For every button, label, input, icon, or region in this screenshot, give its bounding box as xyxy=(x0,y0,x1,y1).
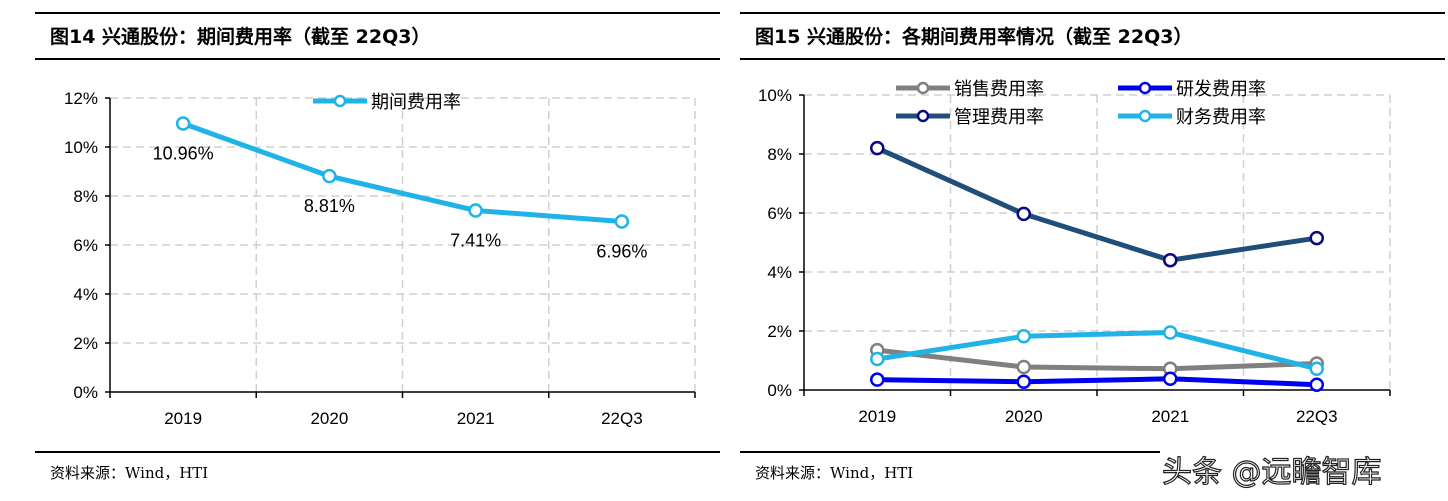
source-note: 资料来源：Wind，HTI xyxy=(50,464,209,482)
data-point xyxy=(870,351,885,367)
footer-rule xyxy=(740,451,1160,453)
series-line xyxy=(877,376,1317,388)
y-tick-label: 2% xyxy=(73,334,98,353)
x-tick-label: 22Q3 xyxy=(1296,407,1338,426)
legend-label: 研发费用率 xyxy=(1176,79,1266,100)
y-tick-label: 0% xyxy=(73,383,98,402)
right-panel: 图15 兴通股份：各期间费用率情况（截至 22Q3） 资料来源：Wind，HTI xyxy=(730,0,1445,501)
data-point xyxy=(1309,377,1324,392)
legend-label: 销售费用率 xyxy=(954,79,1044,100)
title-top-rule xyxy=(35,12,720,14)
x-tick-label: 2020 xyxy=(1005,407,1043,426)
legend-label: 期间费用率 xyxy=(371,92,461,113)
title-top-rule xyxy=(740,12,1445,14)
data-point xyxy=(870,140,885,156)
y-tick-label: 6% xyxy=(73,236,98,255)
y-tick-label: 2% xyxy=(767,322,792,341)
legend-label: 财务费用率 xyxy=(1176,107,1266,128)
data-label: 10.96% xyxy=(153,143,214,163)
legend-marker xyxy=(1138,109,1152,123)
legend-label: 管理费用率 xyxy=(954,107,1044,128)
legend-marker xyxy=(916,81,930,95)
series-line xyxy=(182,121,623,224)
data-label: 8.81% xyxy=(304,196,355,216)
y-tick-label: 4% xyxy=(767,263,792,282)
data-point xyxy=(1016,359,1031,375)
y-tick-label: 10% xyxy=(64,138,98,157)
x-tick-label: 2021 xyxy=(457,409,495,428)
title-bottom-rule xyxy=(740,58,1445,60)
data-point xyxy=(1016,206,1031,222)
legend-marker xyxy=(916,109,930,123)
data-label: 6.96% xyxy=(596,241,647,261)
data-point xyxy=(870,372,885,387)
data-point xyxy=(1163,325,1178,340)
data-point xyxy=(1016,374,1031,389)
data-point xyxy=(1309,361,1324,377)
x-tick-label: 2020 xyxy=(310,409,348,428)
series-line xyxy=(876,347,1317,372)
x-tick-label: 2019 xyxy=(164,409,202,428)
x-tick-label: 22Q3 xyxy=(601,409,643,428)
legend-marker xyxy=(333,94,347,108)
data-point xyxy=(1016,329,1031,344)
x-tick-label: 2021 xyxy=(1151,407,1189,426)
data-point xyxy=(468,203,483,218)
series-line xyxy=(876,145,1318,263)
y-tick-label: 6% xyxy=(767,204,792,223)
y-tick-label: 0% xyxy=(767,381,792,400)
y-tick-label: 8% xyxy=(767,145,792,164)
series-line xyxy=(876,329,1318,372)
data-label: 7.41% xyxy=(450,230,501,250)
footer-rule xyxy=(35,451,720,453)
data-point xyxy=(1163,252,1178,268)
y-tick-label: 12% xyxy=(64,89,98,108)
x-tick-label: 2019 xyxy=(858,407,896,426)
chart-title: 图14 兴通股份：期间费用率（截至 22Q3） xyxy=(50,26,431,48)
chart-title: 图15 兴通股份：各期间费用率情况（截至 22Q3） xyxy=(755,26,1193,48)
data-point xyxy=(322,168,337,184)
legend-marker xyxy=(1138,81,1152,95)
data-point xyxy=(614,214,630,229)
watermark: 头条 @远瞻智库 xyxy=(1161,454,1382,490)
data-point xyxy=(1163,371,1178,387)
data-point xyxy=(175,116,191,131)
data-point xyxy=(1309,230,1324,246)
y-tick-label: 8% xyxy=(73,187,98,206)
y-tick-label: 10% xyxy=(758,86,792,105)
y-tick-label: 4% xyxy=(73,285,98,304)
source-note: 资料来源：Wind，HTI xyxy=(755,464,914,482)
title-bottom-rule xyxy=(35,58,720,60)
left-panel: 图14 兴通股份：期间费用率（截至 22Q3） 资料来源：Wind，HTI xyxy=(0,0,720,501)
